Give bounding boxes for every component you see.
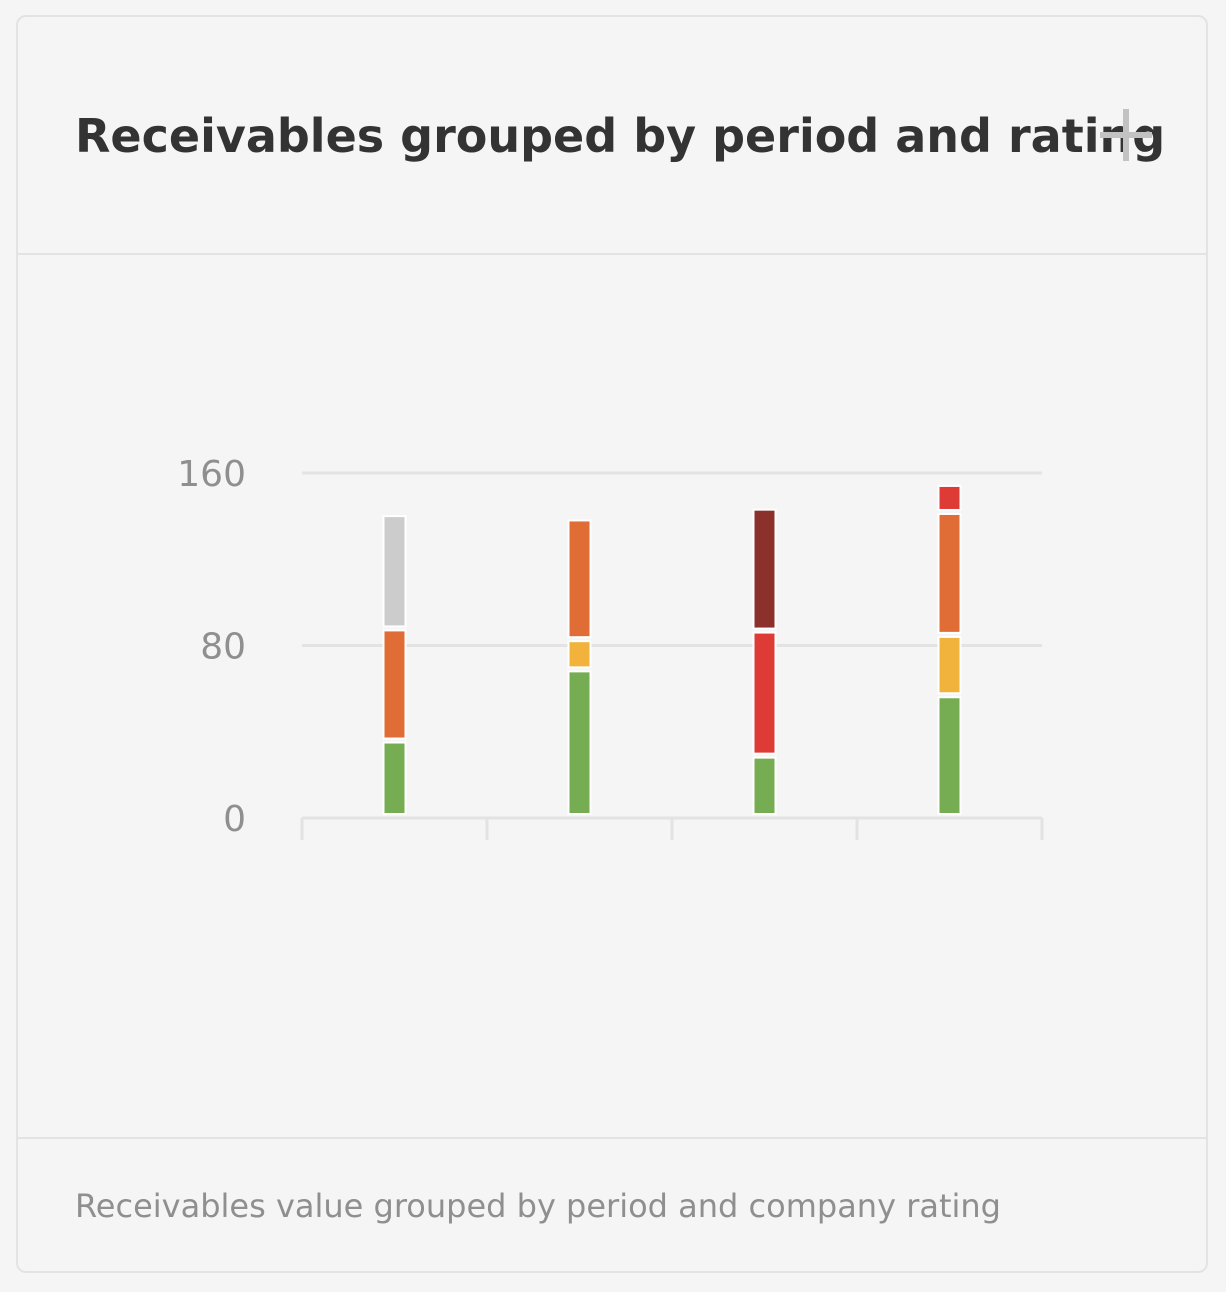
bar-segment — [382, 515, 407, 628]
bar-segment — [752, 631, 777, 755]
stacked-bar-chart: 0 80 160 — [177, 454, 1044, 840]
y-tick-label: 160 — [177, 454, 246, 495]
bar-segment — [937, 512, 962, 634]
y-tick-label: 0 — [223, 799, 246, 840]
bar-segment — [567, 640, 592, 669]
chart-area: 0 80 160 — [18, 255, 1206, 1137]
bar-segment — [937, 484, 962, 511]
card-header: Receivables grouped by period and rating — [18, 17, 1206, 255]
bar-segment — [567, 519, 592, 639]
bar-segment — [382, 629, 407, 740]
bar-segment — [567, 670, 592, 815]
bar-segment — [937, 635, 962, 695]
bar-segment — [752, 508, 777, 630]
footer-caption: Receivables value grouped by period and … — [75, 1187, 1001, 1225]
bar-segment — [752, 756, 777, 815]
card-title: Receivables grouped by period and rating — [75, 109, 1166, 163]
y-tick-label: 80 — [200, 627, 246, 668]
card-footer: Receivables value grouped by period and … — [18, 1137, 1206, 1273]
chart-card: Receivables grouped by period and rating… — [16, 15, 1208, 1273]
plus-icon[interactable] — [1100, 109, 1152, 161]
bar-segment — [382, 741, 407, 815]
bar-segment — [937, 696, 962, 815]
